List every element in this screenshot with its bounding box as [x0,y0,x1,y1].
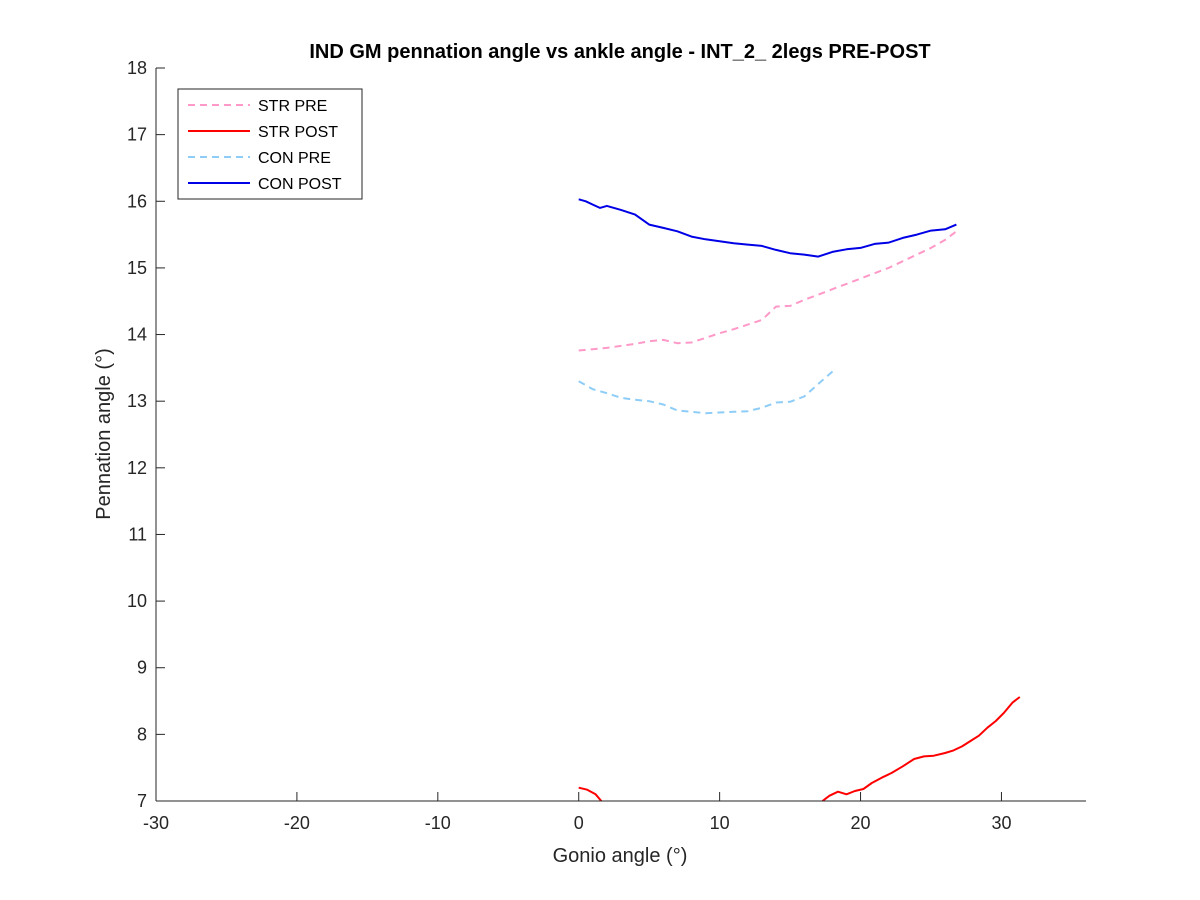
series-line-str-post [821,696,1021,801]
series-line-str-post [578,786,603,801]
legend-box [177,88,363,200]
legend-label-con-pre: CON PRE [258,150,331,167]
axes-layer [155,68,1086,802]
series-layer [578,198,1021,801]
y-tick-label: 10 [127,591,147,611]
y-axis-label: Pennation angle (°) [93,348,115,519]
x-tick-label: -20 [284,813,310,833]
y-tick-label: 16 [127,191,147,211]
y-ticks: 7 8 9 10 11 12 13 14 15 16 17 18 [127,58,165,811]
y-tick-label: 14 [127,325,147,345]
y-tick-label: 13 [127,391,147,411]
legend-label-con-post: CON POST [258,176,342,193]
y-tick-label: 8 [137,724,147,744]
x-axis-label: Gonio angle (°) [553,845,688,867]
x-tick-label: 10 [710,813,730,833]
y-tick-label: 17 [127,125,147,145]
y-tick-label: 7 [137,791,147,811]
x-tick-label: 30 [991,813,1011,833]
x-tick-label: -30 [143,813,169,833]
legend: STR PRE STR POST CON PRE CON POST [177,88,363,200]
x-ticks: -30 -20 -10 0 10 20 30 [143,792,1011,833]
series-line-con-post [578,198,957,258]
legend-label-str-pre: STR PRE [258,98,327,115]
chart-title: IND GM pennation angle vs ankle angle - … [309,41,930,63]
legend-label-str-post: STR POST [258,124,338,141]
x-tick-label: 20 [851,813,871,833]
y-tick-label: 15 [127,258,147,278]
y-tick-label: 12 [127,458,147,478]
legend-items: STR PRE STR POST CON PRE CON POST [188,98,342,193]
y-tick-label: 9 [137,658,147,678]
y-tick-label: 18 [127,58,147,78]
y-tick-label: 11 [128,524,147,544]
series-line-str-pre [578,230,958,352]
x-tick-label: 0 [574,813,584,833]
series-line-con-pre [578,368,836,415]
x-tick-label: -10 [425,813,451,833]
